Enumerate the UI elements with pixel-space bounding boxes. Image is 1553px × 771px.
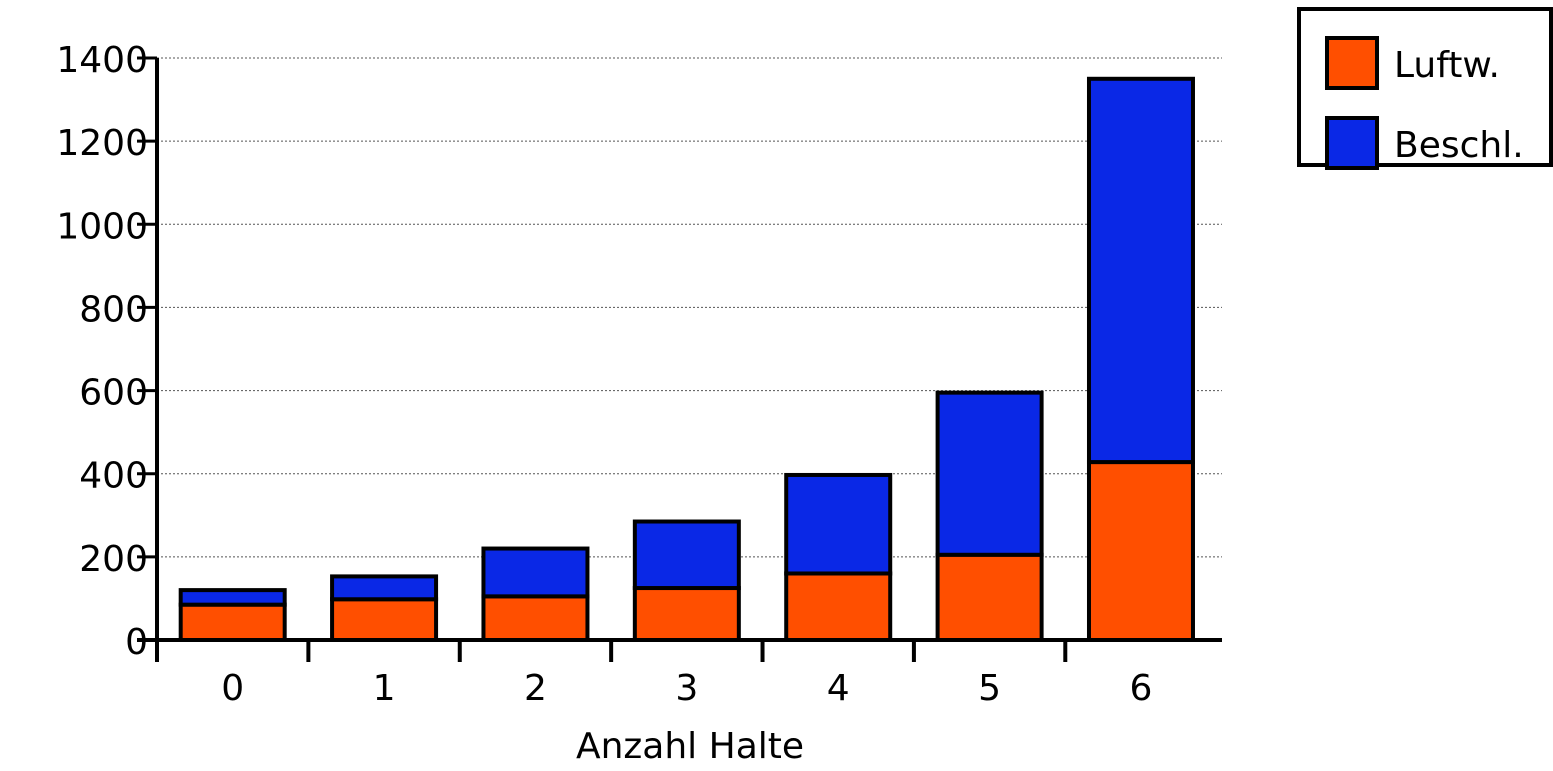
x-axis-label: Anzahl Halte xyxy=(576,726,804,767)
bar-segment xyxy=(632,586,741,642)
x-tick-label: 3 xyxy=(675,668,698,709)
x-tick-label: 4 xyxy=(827,668,850,709)
bar-segment xyxy=(1086,76,1195,465)
y-tick-label: 400 xyxy=(79,456,148,497)
legend-swatch xyxy=(1325,116,1379,170)
x-tick-label: 6 xyxy=(1130,668,1153,709)
bar-segment xyxy=(330,597,439,643)
y-tick-label: 1400 xyxy=(56,40,148,81)
y-tick-label: 1000 xyxy=(56,206,148,247)
bar-segment xyxy=(935,390,1044,557)
bar-segment xyxy=(632,519,741,591)
bar-segment xyxy=(330,574,439,602)
x-tick-label: 0 xyxy=(221,668,244,709)
bar-segment xyxy=(1086,460,1195,642)
y-tick-label: 0 xyxy=(125,622,148,663)
y-tick-label: 200 xyxy=(79,539,148,580)
bar-segment xyxy=(784,571,893,642)
bar-segment xyxy=(178,602,287,643)
y-tick-label: 600 xyxy=(79,373,148,414)
y-tick-label: 1200 xyxy=(56,123,148,164)
legend-swatch xyxy=(1325,36,1379,90)
legend-label: Luftw. xyxy=(1394,45,1500,86)
y-tick-label: 800 xyxy=(79,289,148,330)
x-tick-label: 2 xyxy=(524,668,547,709)
bar-segment xyxy=(481,594,590,642)
legend-label: Beschl. xyxy=(1394,125,1524,166)
bar-segment xyxy=(784,472,893,576)
bar-segment xyxy=(481,546,590,599)
bar-segment xyxy=(178,588,287,607)
bar-segment xyxy=(935,552,1044,642)
x-tick-label: 1 xyxy=(373,668,396,709)
x-tick-label: 5 xyxy=(978,668,1001,709)
